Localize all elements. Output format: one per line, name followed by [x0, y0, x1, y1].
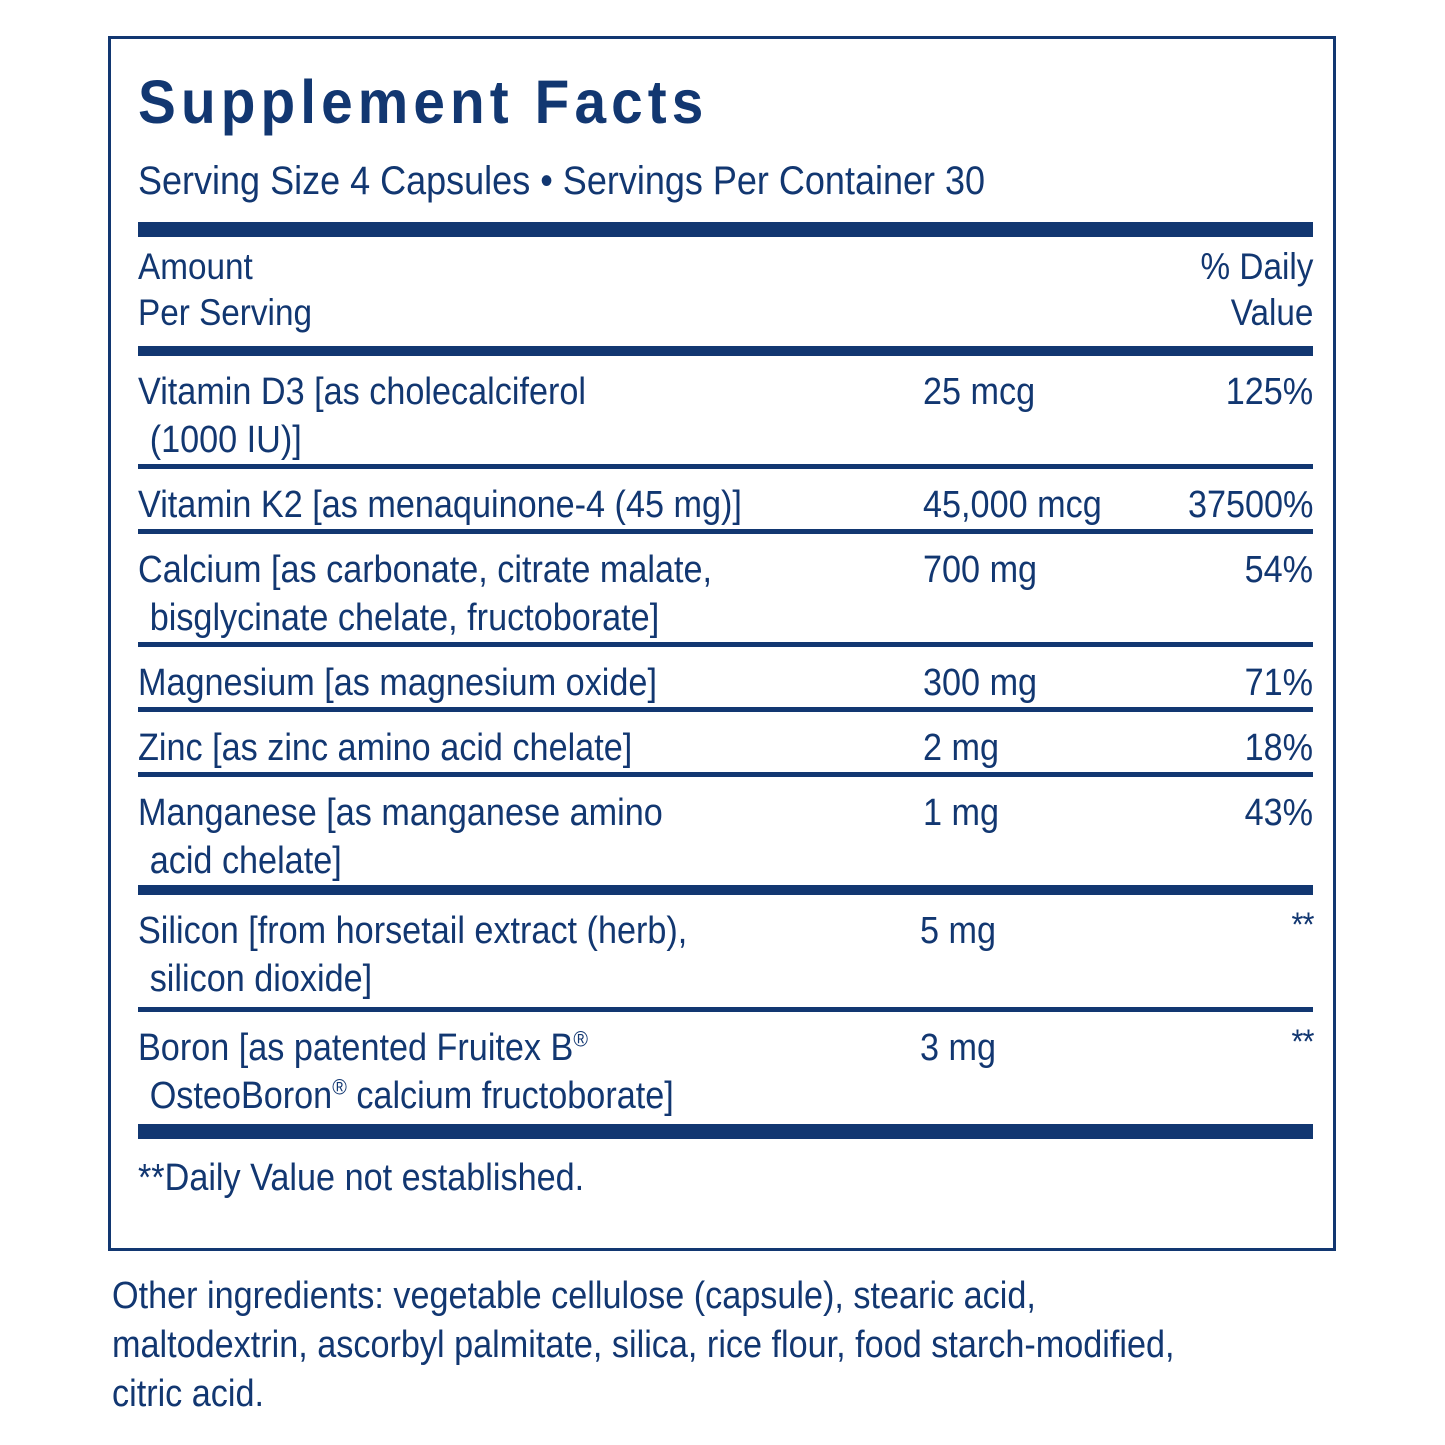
table-row: Zinc [as zinc amino acid chelate] 2 mg 1…	[138, 712, 1313, 772]
nutrient-daily-value: **	[1290, 1023, 1314, 1061]
nutrient-name-line1: Silicon [from horsetail extract (herb),	[138, 910, 688, 952]
nutrient-name-line2: OsteoBoron® calcium fructoborate]	[138, 1072, 849, 1120]
row-separator	[138, 1007, 1313, 1012]
nutrient-amount: 300 mg	[923, 662, 1038, 704]
nutrient-name: Calcium [as carbonate, citrate malate, b…	[138, 546, 849, 642]
nutrient-name: Vitamin D3 [as cholecalciferol (1000 IU)…	[138, 368, 849, 464]
nutrient-name: Silicon [from horsetail extract (herb), …	[138, 907, 849, 1003]
nutrient-name: Vitamin K2 [as menaquinone-4 (45 mg)]	[138, 481, 849, 529]
nutrient-name: Boron [as patented Fruitex B® OsteoBoron…	[138, 1024, 849, 1120]
nutrient-daily-value: 37500%	[1187, 484, 1313, 526]
nutrient-amount: 25 mcg	[923, 371, 1036, 413]
nutrient-amount: 45,000 mcg	[923, 484, 1102, 526]
daily-value-header: % Daily Value	[1200, 244, 1313, 336]
rule-below-serving	[138, 222, 1313, 237]
table-row: Boron [as patented Fruitex B® OsteoBoron…	[138, 1012, 1314, 1124]
dv-header-line2: Value	[1230, 292, 1313, 333]
column-headers: Amount Per Serving % Daily Value	[138, 244, 1313, 344]
nutrient-name-line1: Boron [as patented Fruitex B®	[138, 1027, 588, 1069]
nutrient-name-line1: Vitamin K2 [as menaquinone-4 (45 mg)]	[138, 484, 742, 526]
row-separator	[138, 707, 1313, 712]
rule-above-footnote	[138, 1124, 1313, 1139]
nutrient-name: Magnesium [as magnesium oxide]	[138, 659, 849, 707]
supplement-facts-content: Supplement Facts Serving Size 4 Capsules…	[138, 39, 1314, 1199]
table-row: Calcium [as carbonate, citrate malate, b…	[138, 534, 1313, 642]
daily-value-footnote: **Daily Value not established.	[138, 1157, 585, 1199]
row-separator	[138, 464, 1313, 469]
nutrient-amount: 5 mg	[920, 910, 997, 952]
nutrient-daily-value: 71%	[1244, 662, 1313, 704]
nutrient-daily-value: 125%	[1225, 371, 1313, 413]
nutrient-name-line1: Vitamin D3 [as cholecalciferol	[138, 371, 586, 413]
nutrient-name: Manganese [as manganese amino acid chela…	[138, 789, 849, 885]
row-separator	[138, 529, 1313, 534]
table-row: Magnesium [as magnesium oxide] 300 mg 71…	[138, 647, 1313, 707]
table-row: Vitamin K2 [as menaquinone-4 (45 mg)] 45…	[138, 469, 1313, 529]
table-row: Silicon [from horsetail extract (herb), …	[138, 895, 1314, 1007]
osteoboron-name-post: calcium fructoborate]	[346, 1075, 674, 1117]
nutrient-amount: 700 mg	[923, 549, 1038, 591]
nutrient-name-line1: Zinc [as zinc amino acid chelate]	[138, 727, 633, 769]
page-title: Supplement Facts	[138, 68, 709, 136]
boron-name-pre: Boron [as patented Fruitex B	[138, 1027, 574, 1069]
registered-trademark-icon: ®	[573, 1026, 588, 1052]
row-separator-medium	[138, 885, 1313, 895]
table-row: Vitamin D3 [as cholecalciferol (1000 IU)…	[138, 356, 1313, 464]
nutrient-daily-value: **	[1290, 906, 1314, 944]
table-row: Manganese [as manganese amino acid chela…	[138, 777, 1313, 885]
amount-header-line1: Amount	[138, 246, 253, 287]
nutrient-name-line2: (1000 IU)]	[149, 419, 302, 461]
nutrient-name-line1: Magnesium [as magnesium oxide]	[138, 662, 657, 704]
nutrient-name-line2: acid chelate]	[149, 840, 342, 882]
nutrient-name-line1: Calcium [as carbonate, citrate malate,	[138, 549, 713, 591]
rule-below-headers	[138, 346, 1313, 356]
nutrient-name-line2: bisglycinate chelate, fructoborate]	[149, 597, 660, 639]
serving-info: Serving Size 4 Capsules • Servings Per C…	[138, 159, 986, 203]
nutrient-name-line2: silicon dioxide]	[149, 958, 373, 1000]
row-separator	[138, 642, 1313, 647]
nutrient-name-line1: Manganese [as manganese amino	[138, 792, 663, 834]
supplement-facts-box: Supplement Facts Serving Size 4 Capsules…	[108, 36, 1336, 1251]
nutrient-amount: 2 mg	[923, 727, 1000, 769]
amount-header-line2: Per Serving	[138, 292, 312, 333]
nutrient-daily-value: 18%	[1244, 727, 1313, 769]
nutrient-name: Zinc [as zinc amino acid chelate]	[138, 724, 849, 772]
registered-trademark-icon: ®	[332, 1074, 347, 1100]
nutrient-amount: 3 mg	[920, 1027, 997, 1069]
other-ingredients: Other ingredients: vegetable cellulose (…	[112, 1275, 1175, 1415]
nutrient-daily-value: 43%	[1244, 792, 1313, 834]
nutrient-amount: 1 mg	[923, 792, 1000, 834]
dv-header-line1: % Daily	[1200, 246, 1313, 287]
nutrient-daily-value: 54%	[1244, 549, 1313, 591]
row-separator	[138, 772, 1313, 777]
amount-per-serving-header: Amount Per Serving	[138, 244, 312, 336]
osteoboron-name-pre: OsteoBoron	[149, 1075, 333, 1117]
